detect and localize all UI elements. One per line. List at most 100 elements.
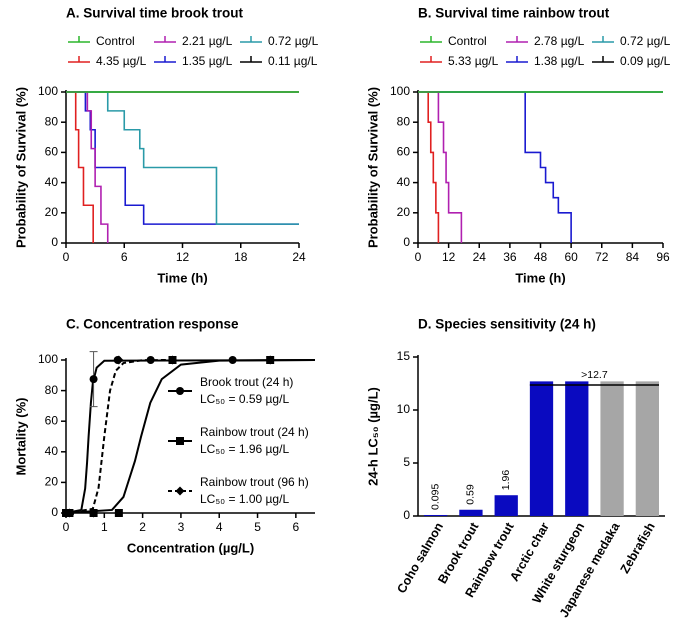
y-tick-label: 20 <box>397 205 411 219</box>
y-tick-label: 5 <box>403 455 410 469</box>
x-axis-label: Concentration (µg/L) <box>127 540 254 555</box>
panel-title: C. Concentration response <box>66 317 239 332</box>
y-tick-label: 80 <box>45 383 59 397</box>
legend-label: 2.21 µg/L <box>182 34 233 48</box>
bar <box>423 514 448 516</box>
legend-marker <box>176 437 184 445</box>
legend-label: 0.72 µg/L <box>268 34 319 48</box>
x-tick-label: 60 <box>564 250 578 264</box>
y-tick-label: 80 <box>397 114 411 128</box>
data-point <box>146 356 155 364</box>
x-tick-label: 5 <box>254 520 261 534</box>
x-tick-label: 0 <box>63 250 70 264</box>
data-point <box>89 508 99 518</box>
data-point <box>114 509 123 517</box>
annotation: >12.7 <box>581 369 608 381</box>
x-tick-label: Coho salmon <box>394 520 446 596</box>
legend-label: 5.33 µg/L <box>448 54 499 68</box>
bar <box>565 381 589 516</box>
panel-title: B. Survival time rainbow trout <box>418 6 610 21</box>
y-tick-label: 60 <box>45 413 59 427</box>
x-tick-label: 0 <box>415 250 422 264</box>
x-tick-label: 96 <box>656 250 670 264</box>
legend-label: Control <box>448 34 487 48</box>
y-axis-label: 24-h LC₅₀ (µg/L) <box>365 387 380 486</box>
y-tick-label: 100 <box>38 84 58 98</box>
bar <box>494 495 518 516</box>
x-tick-label: Zebrafish <box>618 520 658 576</box>
data-point <box>89 375 98 384</box>
survival-curve <box>66 91 299 225</box>
y-tick-label: 100 <box>38 352 58 366</box>
fit-curve <box>65 359 316 514</box>
legend-label: 1.35 µg/L <box>182 54 233 68</box>
legend-lc50: LC₅₀ = 0.59 µg/L <box>200 392 289 406</box>
data-point <box>114 355 124 365</box>
y-tick-label: 80 <box>45 114 59 128</box>
bar <box>600 381 624 516</box>
bar <box>459 509 483 516</box>
x-tick-label: 12 <box>442 250 456 264</box>
panel-title: D. Species sensitivity (24 h) <box>418 317 596 332</box>
survival-curve <box>66 91 109 243</box>
fit-curve <box>65 359 316 514</box>
x-tick-label: 12 <box>176 250 190 264</box>
x-tick-label: 18 <box>234 250 248 264</box>
y-tick-label: 40 <box>45 175 59 189</box>
survival-curve <box>418 91 440 243</box>
bar <box>635 381 660 516</box>
x-tick-label: 3 <box>178 520 185 534</box>
legend-label: 2.78 µg/L <box>534 34 585 48</box>
x-tick-label: 4 <box>216 520 223 534</box>
x-tick-label: 6 <box>293 520 300 534</box>
data-point <box>64 508 74 518</box>
panel-title: A. Survival time brook trout <box>66 6 244 21</box>
y-tick-label: 20 <box>45 475 59 489</box>
x-tick-label: 1 <box>101 520 108 534</box>
x-tick-label: 0 <box>63 520 70 534</box>
y-tick-label: 100 <box>390 84 410 98</box>
legend-label: 1.38 µg/L <box>534 54 585 68</box>
y-tick-label: 60 <box>45 145 59 159</box>
survival-curve <box>418 91 572 243</box>
x-tick-label: 24 <box>473 250 487 264</box>
survival-curve <box>66 91 94 243</box>
y-tick-label: 20 <box>45 205 59 219</box>
y-tick-label: 60 <box>397 145 411 159</box>
y-tick-label: 10 <box>397 402 411 416</box>
legend-label: Brook trout (24 h) <box>200 375 293 389</box>
y-axis-label: Mortality (%) <box>13 398 28 476</box>
x-tick-label: 84 <box>626 250 640 264</box>
legend-label: Rainbow trout (96 h) <box>200 475 309 489</box>
y-tick-label: 15 <box>397 349 411 363</box>
data-point <box>265 355 275 365</box>
legend-label: 4.35 µg/L <box>96 54 147 68</box>
data-point <box>167 355 177 365</box>
x-axis-label: Time (h) <box>157 270 207 285</box>
value-label: 1.96 <box>500 470 512 491</box>
bar <box>529 381 554 516</box>
y-axis-label: Probability of Survival (%) <box>13 87 28 248</box>
value-label: 0.59 <box>465 484 477 505</box>
survival-curve <box>418 91 463 243</box>
legend-lc50: LC₅₀ = 1.00 µg/L <box>200 492 289 506</box>
y-tick-label: 0 <box>403 235 410 249</box>
y-tick-label: 40 <box>397 175 411 189</box>
y-tick-label: 40 <box>45 444 59 458</box>
value-label: 0.095 <box>429 484 441 510</box>
x-tick-label: 6 <box>121 250 128 264</box>
legend-label: Rainbow trout (24 h) <box>200 425 309 439</box>
y-tick-label: 0 <box>403 508 410 522</box>
y-tick-label: 0 <box>51 505 58 519</box>
legend-marker <box>175 486 185 496</box>
x-tick-label: 48 <box>534 250 548 264</box>
y-axis-label: Probability of Survival (%) <box>365 87 380 248</box>
y-tick-label: 0 <box>51 235 58 249</box>
fit-curve <box>65 359 174 514</box>
legend-label: 0.09 µg/L <box>620 54 671 68</box>
x-tick-label: 72 <box>595 250 609 264</box>
x-axis-label: Time (h) <box>515 270 565 285</box>
legend-label: 0.11 µg/L <box>268 54 318 68</box>
x-tick-label: 24 <box>292 250 306 264</box>
